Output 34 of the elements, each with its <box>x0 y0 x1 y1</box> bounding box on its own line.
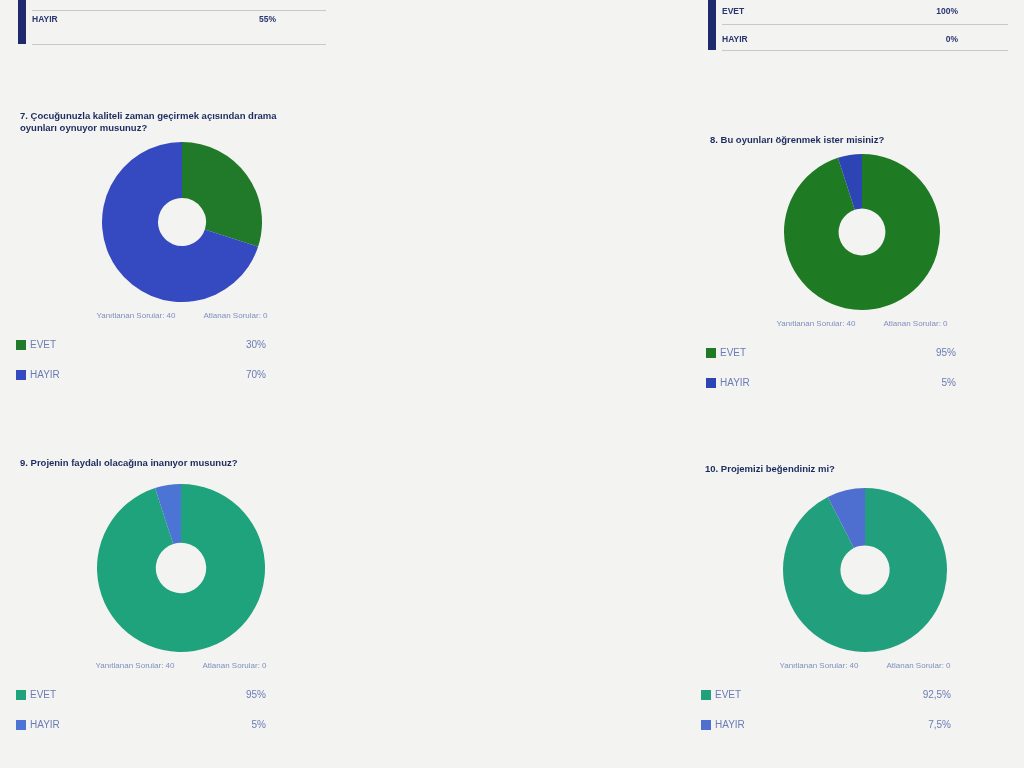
legend-label: HAYIR <box>30 718 60 730</box>
text: 0% <box>945 34 958 44</box>
legend-label: EVET <box>720 346 747 358</box>
chart-title: 9. Projenin faydalı olacağına inanıyor musunuz? <box>20 457 239 469</box>
legend-label: EVET <box>30 688 57 700</box>
text: Atlanan Sorular: 0 <box>883 319 949 329</box>
data-label: 95% <box>245 688 267 700</box>
legend-label: HAYIR <box>720 376 750 388</box>
text: HAYIR <box>722 34 748 44</box>
text: Atlanan Sorular: 0 <box>203 311 269 321</box>
data-label: 5% <box>251 718 267 730</box>
data-label: 95% <box>935 346 957 358</box>
chart-title: 10. Projemizi beğendiniz mi? <box>705 463 836 475</box>
text: Yanıtlanan Sorular: 40 <box>95 661 176 671</box>
legend-label: HAYIR <box>30 368 60 380</box>
text: Atlanan Sorular: 0 <box>202 661 268 671</box>
text: Yanıtlanan Sorular: 40 <box>96 311 177 321</box>
data-label: 92,5% <box>922 688 952 700</box>
text: Yanıtlanan Sorular: 40 <box>779 661 860 671</box>
data-label: 30% <box>245 338 267 350</box>
text: Atlanan Sorular: 0 <box>886 661 952 671</box>
text: 55% <box>258 14 276 24</box>
legend-label: EVET <box>715 688 742 700</box>
data-label: 70% <box>245 368 267 380</box>
text: 100% <box>936 6 958 16</box>
text: Yanıtlanan Sorular: 40 <box>776 319 857 329</box>
text: HAYIR <box>32 14 58 24</box>
legend-label: EVET <box>30 338 57 350</box>
data-label: 5% <box>941 376 957 388</box>
chart-title: 7. Çocuğunuzla kaliteli zaman geçirmek açısından drama oyunları oynuyor musunuz? <box>20 110 278 134</box>
data-label: 7,5% <box>928 718 952 730</box>
text: EVET <box>722 6 745 16</box>
legend-label: HAYIR <box>715 718 745 730</box>
chart-title: 8. Bu oyunları öğrenmek ister misiniz? <box>710 134 886 146</box>
